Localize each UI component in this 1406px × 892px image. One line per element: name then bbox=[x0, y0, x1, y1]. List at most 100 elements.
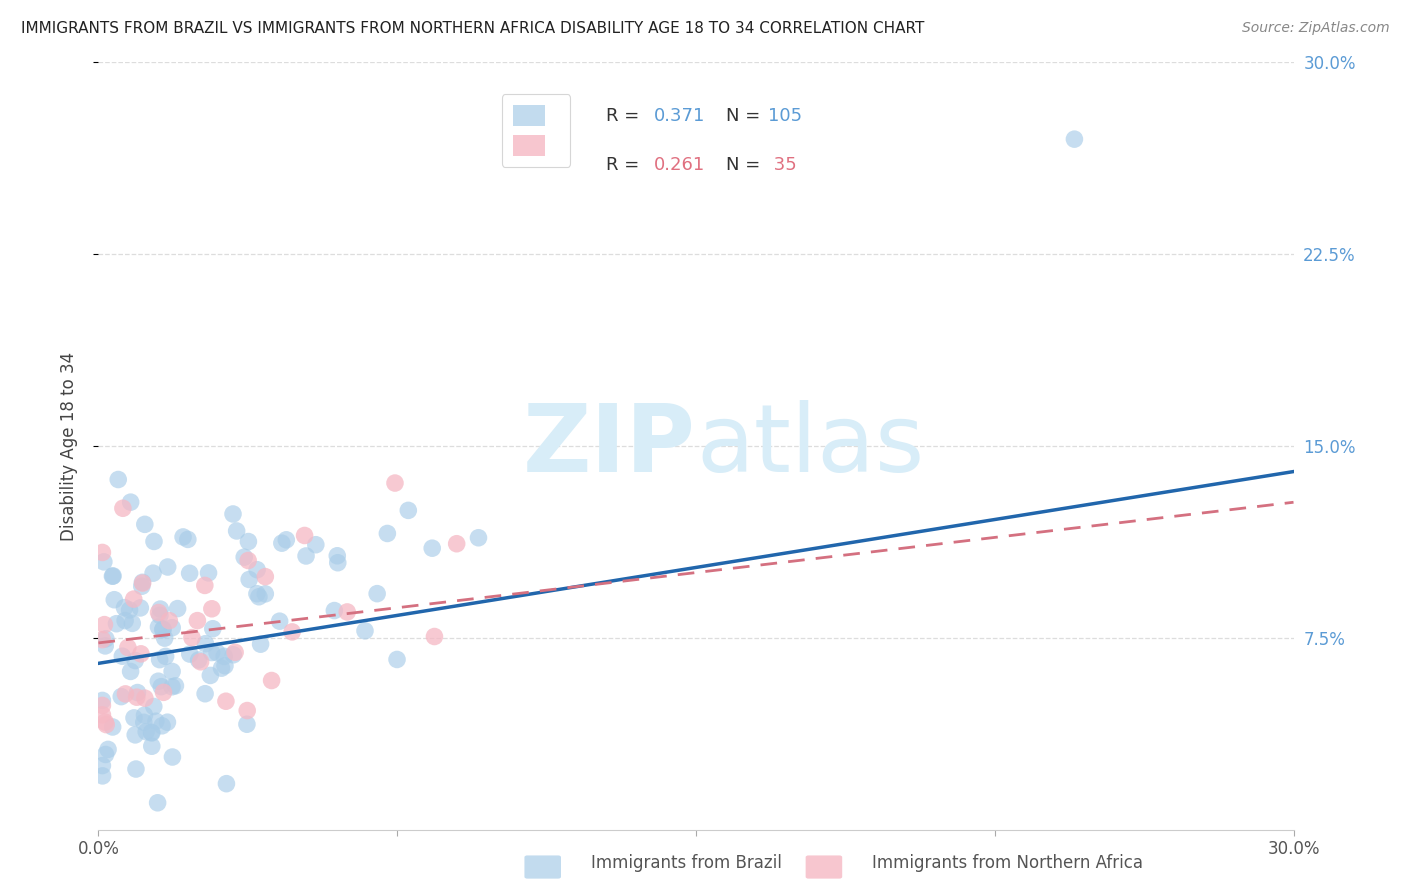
Point bbox=[120, 665, 142, 679]
Point bbox=[190, 655, 212, 669]
Point bbox=[135, 724, 157, 739]
Point bbox=[94, 714, 117, 729]
Point bbox=[222, 648, 245, 662]
Point bbox=[201, 622, 224, 636]
Point bbox=[420, 541, 443, 556]
Text: atlas: atlas bbox=[696, 400, 924, 492]
Point bbox=[148, 620, 170, 634]
Point bbox=[160, 665, 183, 679]
Point bbox=[354, 624, 377, 638]
Point bbox=[224, 645, 246, 659]
Point bbox=[105, 616, 128, 631]
Point bbox=[148, 674, 170, 689]
Point bbox=[254, 569, 277, 583]
Point bbox=[197, 566, 219, 580]
Point bbox=[385, 652, 408, 666]
Point bbox=[247, 590, 270, 604]
Point bbox=[124, 728, 146, 742]
Point bbox=[179, 647, 201, 661]
Point bbox=[238, 553, 260, 567]
Point bbox=[134, 708, 156, 723]
Point bbox=[111, 649, 134, 664]
Point bbox=[211, 661, 233, 675]
Point bbox=[152, 685, 174, 699]
Point bbox=[129, 601, 152, 615]
Point bbox=[254, 587, 277, 601]
Point bbox=[124, 654, 146, 668]
Point bbox=[145, 714, 167, 729]
Point bbox=[114, 687, 136, 701]
Point bbox=[212, 649, 235, 664]
Point bbox=[323, 603, 346, 617]
Point bbox=[305, 538, 328, 552]
Point bbox=[233, 550, 256, 565]
Point bbox=[205, 646, 228, 660]
Point bbox=[131, 576, 153, 591]
Point bbox=[101, 569, 124, 583]
Point bbox=[270, 536, 292, 550]
Point bbox=[177, 533, 200, 547]
Point bbox=[281, 624, 304, 639]
Point bbox=[201, 601, 224, 615]
Point bbox=[107, 473, 129, 487]
Point bbox=[146, 796, 169, 810]
Point bbox=[152, 623, 174, 637]
Point bbox=[377, 526, 399, 541]
Point bbox=[91, 707, 114, 722]
Point bbox=[194, 578, 217, 592]
Point bbox=[336, 605, 359, 619]
Point bbox=[111, 501, 134, 516]
Point bbox=[97, 742, 120, 756]
Point bbox=[187, 653, 209, 667]
Point bbox=[246, 587, 269, 601]
Point bbox=[156, 715, 179, 730]
Point bbox=[132, 715, 155, 730]
Point bbox=[142, 566, 165, 581]
Point bbox=[166, 601, 188, 615]
Point bbox=[91, 632, 114, 647]
Point bbox=[1063, 132, 1085, 146]
Point bbox=[155, 649, 177, 664]
Point bbox=[150, 719, 173, 733]
Point bbox=[194, 637, 217, 651]
Point bbox=[153, 631, 176, 645]
Point bbox=[125, 690, 148, 705]
Point bbox=[246, 563, 269, 577]
Point bbox=[117, 640, 139, 655]
Point bbox=[384, 476, 406, 491]
Point bbox=[141, 725, 163, 739]
Point bbox=[149, 608, 172, 623]
Point bbox=[238, 573, 260, 587]
Point bbox=[423, 630, 446, 644]
Point bbox=[160, 621, 183, 635]
Point bbox=[215, 694, 238, 708]
Text: 0.261: 0.261 bbox=[654, 156, 706, 174]
Text: 0.371: 0.371 bbox=[654, 107, 706, 125]
Point bbox=[326, 549, 349, 563]
Point bbox=[214, 658, 236, 673]
Point bbox=[467, 531, 489, 545]
Point bbox=[225, 524, 247, 538]
Point bbox=[94, 639, 117, 653]
Point bbox=[142, 699, 165, 714]
Point bbox=[96, 717, 118, 731]
Point bbox=[269, 614, 291, 628]
Text: ZIP: ZIP bbox=[523, 400, 696, 492]
Point bbox=[93, 617, 115, 632]
Point bbox=[122, 592, 145, 607]
Point bbox=[127, 685, 149, 699]
Point bbox=[238, 534, 260, 549]
Text: R =: R = bbox=[606, 107, 645, 125]
Point bbox=[201, 646, 224, 660]
Point bbox=[186, 614, 208, 628]
Point bbox=[93, 555, 115, 569]
Text: R =: R = bbox=[606, 156, 645, 174]
Point bbox=[149, 602, 172, 616]
Point bbox=[143, 534, 166, 549]
Point bbox=[152, 623, 174, 637]
Point bbox=[120, 495, 142, 509]
Text: Source: ZipAtlas.com: Source: ZipAtlas.com bbox=[1241, 21, 1389, 35]
Point bbox=[260, 673, 283, 688]
Point bbox=[249, 637, 271, 651]
Point bbox=[148, 606, 170, 620]
